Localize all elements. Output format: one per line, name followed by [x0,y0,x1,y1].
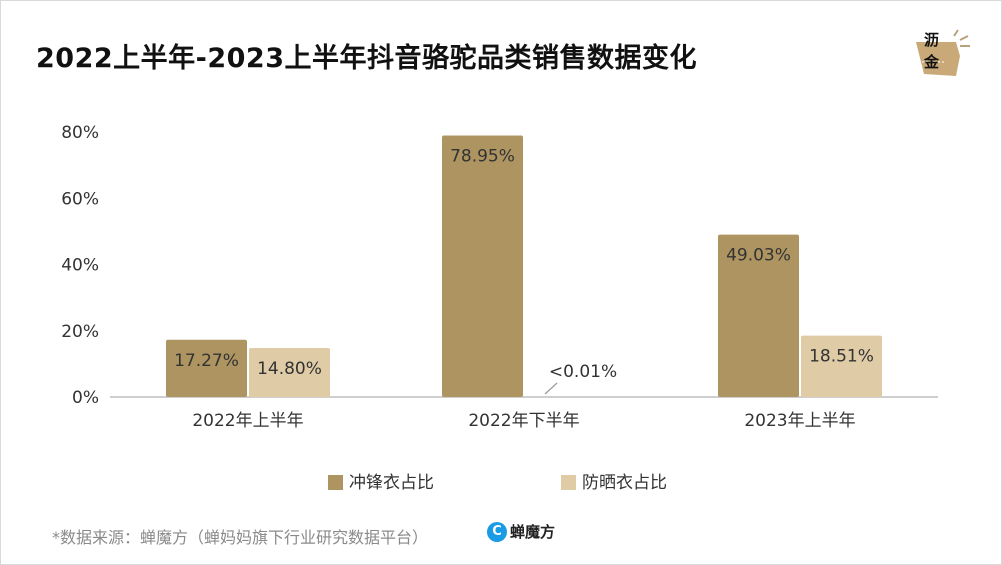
bar-jacket [442,135,523,397]
logo-shape [916,29,970,76]
label-leader-line [544,382,558,395]
bar-jacket [718,234,799,397]
y-tick-label: 60% [61,189,99,209]
bar-sunwear [801,335,882,397]
logo-text-bottom: 金 [924,53,940,71]
data-label: 49.03% [726,246,791,266]
bar-chart: 0% 20% 40% 60% 80% 17.27% 14.80% 2022年上半年 78.95… [61,123,938,431]
bar-sunwear [249,347,330,397]
legend-swatch-sunwear [561,475,576,490]
data-source-note: *数据来源：蝉魔方（蝉妈妈旗下行业研究数据平台） [52,528,429,547]
x-category-label: 2023年上半年 [744,411,855,431]
data-label: 17.27% [174,351,239,371]
legend-item-sunwear: 防晒衣占比 [561,468,667,493]
logo: 沥 金 [912,26,974,86]
legend-label-sunwear: 防晒衣占比 [582,473,667,493]
data-label: 18.51% [809,347,874,367]
data-label: 78.95% [450,146,515,166]
y-tick-label: 40% [61,256,99,276]
data-label: <0.01% [549,362,617,382]
bar-jacket [166,339,247,397]
chart-title: 2022上半年-2023上半年抖音骆驼品类销售数据变化 [36,43,697,74]
legend-swatch-jacket [328,475,343,490]
brand-mark: C 蝉魔方 [487,521,555,542]
y-tick-label: 80% [61,123,99,143]
chanmofang-logo-icon: C [487,521,507,542]
y-tick-label: 20% [61,322,99,342]
x-category-label: 2022年上半年 [192,411,303,431]
x-category-label: 2022年下半年 [468,411,579,431]
data-label: 14.80% [257,359,322,379]
y-tick-label: 0% [72,388,99,408]
logo-text-top: 沥 [924,31,940,49]
legend-item-jacket: 冲锋衣占比 [328,468,434,493]
brand-name: 蝉魔方 [510,523,556,541]
legend-label-jacket: 冲锋衣占比 [349,473,434,493]
